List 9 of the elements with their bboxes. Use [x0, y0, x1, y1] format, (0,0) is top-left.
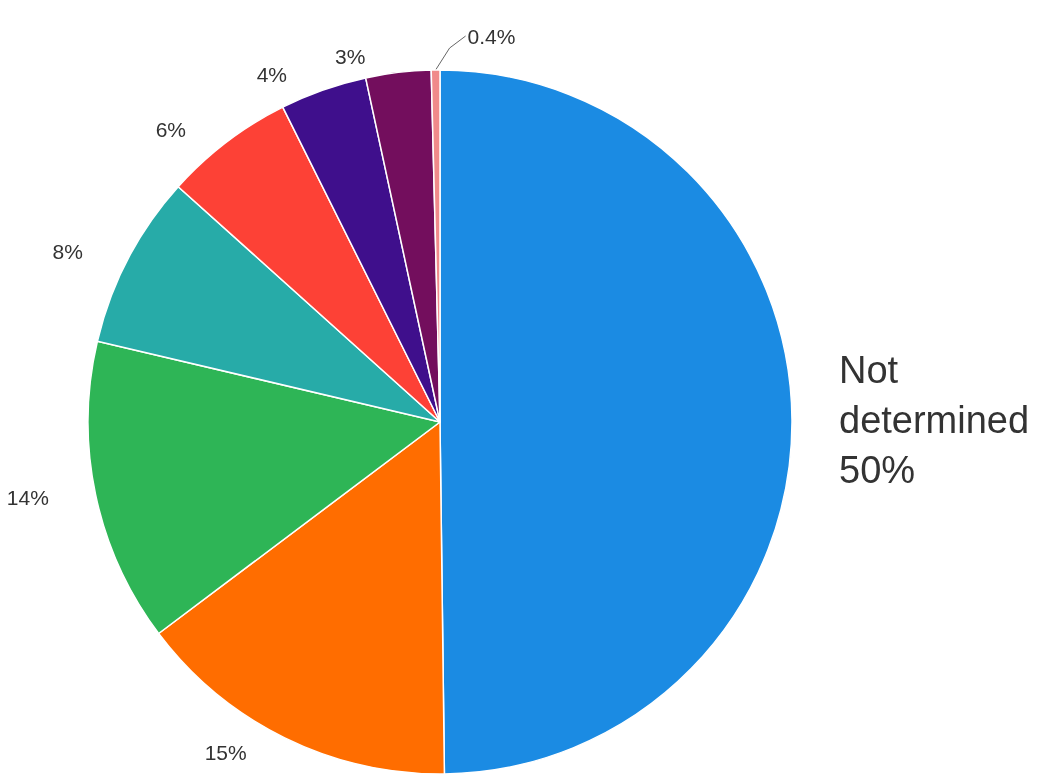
slice-label: Not determined	[838, 348, 1030, 441]
data-label: 14%	[6, 485, 49, 509]
data-label: 4%	[256, 63, 287, 87]
data-label: 3%	[334, 45, 366, 69]
data-label: 8%	[52, 239, 83, 263]
data-label: 6%	[155, 117, 187, 141]
data-label: 15%	[204, 740, 247, 764]
data-label: 50%	[838, 448, 916, 491]
data-label: 0.4%	[467, 24, 516, 48]
